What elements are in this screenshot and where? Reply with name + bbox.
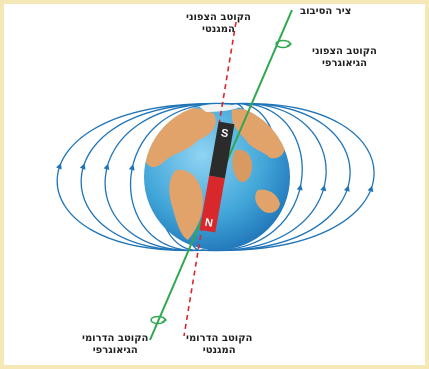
field-arrow-l-3: [128, 163, 135, 171]
field-line-l-4: [104, 103, 233, 251]
field-line-r-6: [202, 102, 375, 252]
field-line-l-3: [130, 103, 233, 251]
label-magnetic-south: הקוטב הדרומי המגנטי: [186, 333, 253, 356]
bar-magnet: S N: [199, 121, 235, 233]
rotation-arrow-icon: [275, 39, 293, 49]
label-magnetic-north: הקוטב הצפוני המגנטי: [186, 12, 251, 35]
field-line-r-3: [202, 103, 303, 251]
magnet-s-letter: S: [220, 127, 229, 140]
field-line-r-5: [202, 103, 351, 251]
magnet-north-half: [199, 175, 225, 233]
rotation-arrow-icon: [150, 315, 168, 325]
magnet-south-half: [209, 121, 235, 179]
field-arrow-l-5: [79, 163, 86, 170]
field-arrow-r-3: [296, 184, 303, 191]
label-geographic-north: הקוטב הצפוני הגיאוגרפי: [312, 46, 377, 69]
field-arrow-r-4: [320, 184, 327, 192]
magnetic-axis-line: [183, 21, 237, 337]
field-line-l-6: [56, 102, 233, 252]
field-arrow-l-6: [56, 162, 62, 170]
field-arrow-l-4: [103, 163, 110, 171]
field-arrow-r-5: [343, 185, 350, 192]
label-rotation-axis: ציר הסיבוב: [300, 6, 352, 17]
label-geographic-south: הקוטב הדרומי הגיאוגרפי: [82, 333, 149, 356]
field-line-l-5: [80, 102, 233, 252]
field-line-r-4: [202, 103, 327, 251]
magnet-n-letter: N: [204, 217, 214, 230]
field-arrow-r-6: [367, 185, 374, 193]
